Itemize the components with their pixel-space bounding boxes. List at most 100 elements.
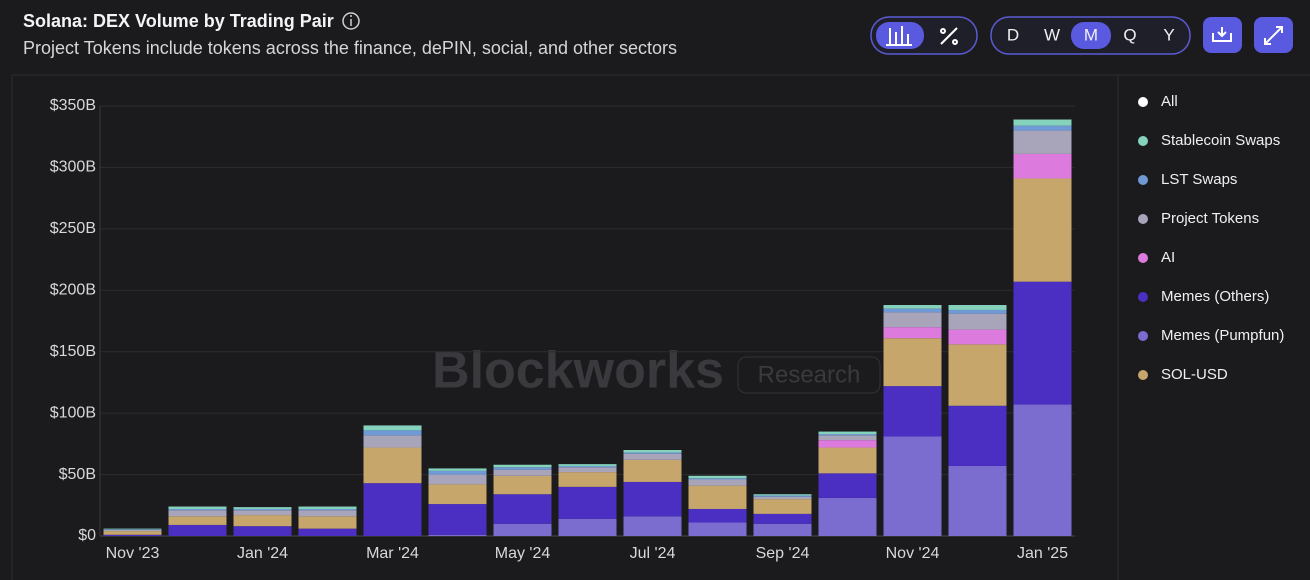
y-tick-label: $100B	[50, 404, 96, 421]
period-active	[1071, 22, 1111, 49]
bar-segment	[168, 510, 227, 517]
watermark-box	[737, 356, 881, 394]
bar-segment	[1013, 119, 1072, 126]
bar-segment	[623, 453, 682, 460]
bar-segment	[103, 534, 162, 536]
y-tick-label: $150B	[50, 343, 96, 360]
x-tick-label: Sep '24	[756, 545, 810, 562]
chart-title: Solana: DEX Volume by Trading Pair	[23, 11, 334, 31]
bar-segment	[558, 464, 617, 466]
bar-segment	[623, 516, 682, 536]
bar-segment	[233, 526, 292, 536]
bar-segment	[428, 484, 487, 505]
bar-segment	[558, 467, 617, 473]
bar-segment	[818, 435, 877, 441]
x-tick-label: Nov '24	[886, 545, 940, 562]
bar-segment	[688, 522, 747, 536]
bar-segment	[298, 506, 357, 509]
legend-label[interactable]: Memes (Pumpfun)	[1161, 327, 1284, 344]
bar-segment	[753, 513, 812, 524]
bar-segment	[688, 508, 747, 523]
download-button[interactable]	[1203, 17, 1242, 53]
bar-segment	[298, 508, 357, 511]
y-tick-label: $250B	[50, 220, 96, 237]
bar-segment	[168, 506, 227, 509]
bar-segment	[558, 518, 617, 536]
bar-segment	[753, 499, 812, 514]
bar-segment	[233, 515, 292, 527]
legend-label[interactable]: SOL-USD	[1161, 366, 1228, 383]
bar-segment	[948, 305, 1007, 310]
bar-segment	[948, 465, 1007, 536]
bar-segment	[753, 496, 812, 500]
bar-segment	[493, 469, 552, 476]
x-tick-label: Jul '24	[630, 545, 676, 562]
view-toggle[interactable]	[870, 16, 978, 55]
x-tick-label: Jan '25	[1017, 545, 1068, 562]
bar-segment	[103, 528, 162, 530]
bar-segment	[818, 431, 877, 435]
bar-segment	[493, 464, 552, 468]
legend-swatch	[1138, 370, 1148, 380]
bar-segment	[428, 534, 487, 536]
bar-segment	[493, 467, 552, 470]
bar-segment	[948, 329, 1007, 345]
bar-segment	[1013, 281, 1072, 405]
bar-segment	[1013, 178, 1072, 282]
period-button[interactable]: Y	[1163, 25, 1174, 44]
y-tick-label: $200B	[50, 282, 96, 299]
bar-segment	[688, 479, 747, 486]
bar-segment	[883, 436, 942, 536]
bar-segment	[1013, 153, 1072, 179]
bar-segment	[818, 440, 877, 448]
watermark: Blockworks	[432, 342, 724, 400]
period-button[interactable]: M	[1084, 25, 1098, 44]
bar-segment	[753, 494, 812, 496]
bar-segment	[623, 452, 682, 454]
bar-segment	[168, 524, 227, 536]
bar-segment	[168, 516, 227, 525]
bar-segment	[428, 474, 487, 485]
chart-subtitle: Project Tokens include tokens across the…	[23, 38, 677, 58]
bar-segment	[818, 473, 877, 498]
bar-segment	[103, 529, 162, 532]
legend-label[interactable]: LST Swaps	[1161, 171, 1237, 188]
y-tick-label: $50B	[59, 466, 96, 483]
x-tick-label: Nov '23	[106, 545, 160, 562]
expand-button[interactable]	[1254, 17, 1293, 53]
period-button[interactable]: Q	[1123, 25, 1136, 44]
legend-swatch	[1138, 253, 1148, 263]
bar-segment	[948, 344, 1007, 406]
bar-segment	[753, 495, 812, 497]
info-icon[interactable]	[342, 12, 360, 30]
bar-segment	[883, 312, 942, 328]
bar-segment	[298, 516, 357, 529]
bar-segment	[558, 472, 617, 487]
bar-segment	[298, 510, 357, 517]
legend-label[interactable]: Memes (Others)	[1161, 288, 1269, 305]
bar-segment	[818, 434, 877, 436]
y-tick-label: $350B	[50, 97, 96, 114]
bar-segment	[493, 475, 552, 495]
legend-label[interactable]: Project Tokens	[1161, 210, 1259, 227]
period-button[interactable]: D	[1007, 25, 1019, 44]
bar-segment	[1013, 125, 1072, 131]
bar-segment	[883, 305, 942, 309]
y-tick-label: $300B	[50, 159, 96, 176]
y-tick-label: $0	[78, 527, 96, 544]
bar-segment	[948, 309, 1007, 314]
legend-swatch	[1138, 175, 1148, 185]
x-tick-label: Mar '24	[366, 545, 419, 562]
legend-swatch	[1138, 214, 1148, 224]
legend-label[interactable]: AI	[1161, 249, 1175, 266]
bar-segment	[818, 497, 877, 536]
bar-segment	[818, 447, 877, 474]
legend-label[interactable]: Stablecoin Swaps	[1161, 132, 1280, 149]
bar-segment	[948, 313, 1007, 330]
bar-segment	[493, 523, 552, 536]
bar-segment	[363, 447, 422, 484]
legend-label[interactable]: All	[1161, 93, 1178, 110]
bar-segment	[363, 483, 422, 536]
period-button[interactable]: W	[1044, 25, 1060, 44]
